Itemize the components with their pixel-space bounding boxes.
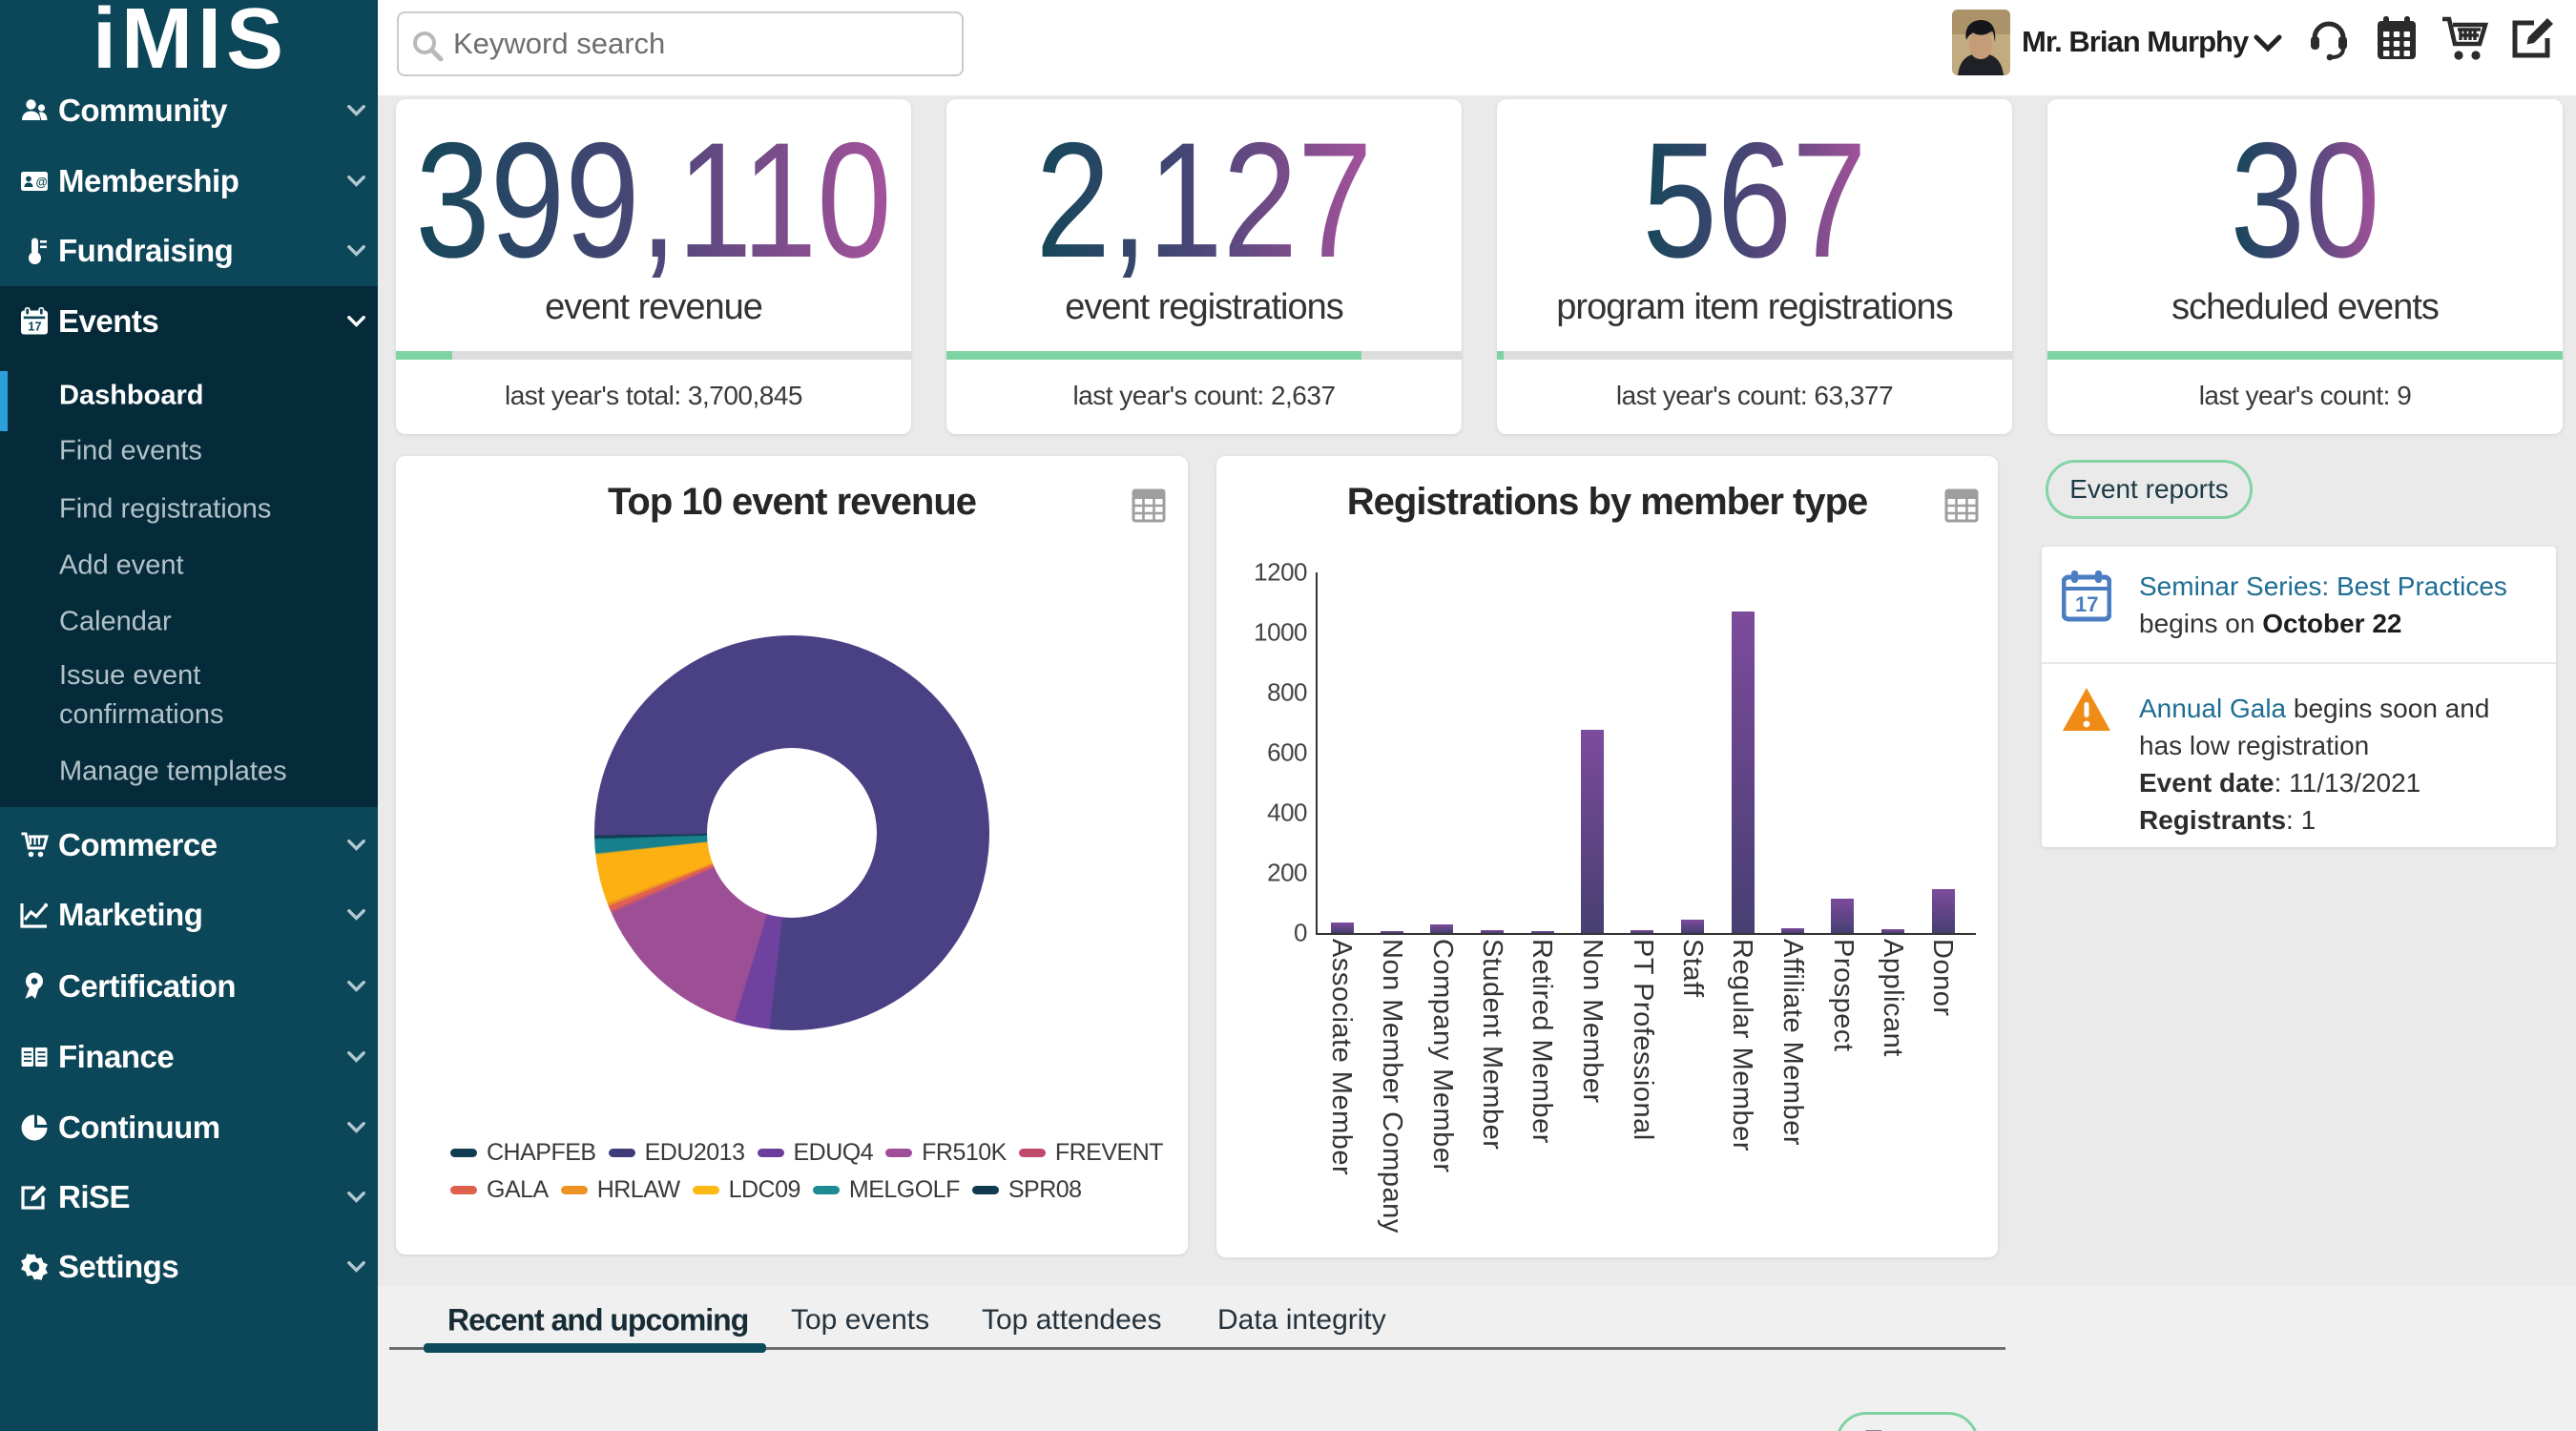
svg-text:17: 17	[28, 320, 41, 334]
svg-text:@: @	[36, 176, 48, 189]
svg-text:17: 17	[2075, 592, 2098, 616]
